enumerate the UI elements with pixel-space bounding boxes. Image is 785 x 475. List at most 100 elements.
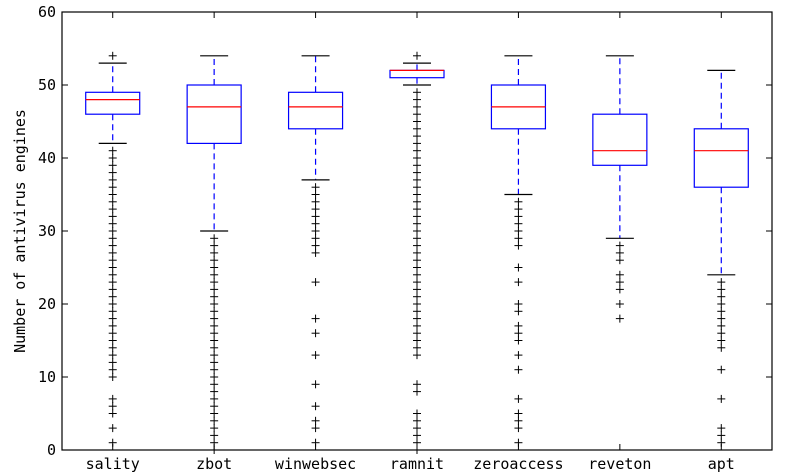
flier-point <box>413 329 421 338</box>
flier-point <box>717 424 726 433</box>
flier-point <box>413 168 421 177</box>
flier-point <box>413 219 421 228</box>
box-group-ramnit <box>389 51 445 454</box>
y-tick-label: 50 <box>38 76 56 94</box>
flier-point <box>210 424 219 433</box>
box-iqr <box>592 113 648 166</box>
flier-point <box>108 351 117 360</box>
x-axis: sality zbot winwebsec ramnit zeroaccess revet… <box>86 12 735 473</box>
flier-point <box>413 110 421 119</box>
flier-point <box>108 329 117 338</box>
flier-point <box>413 278 421 287</box>
flier-point <box>108 270 117 279</box>
flier-point <box>717 307 726 316</box>
flier-point <box>514 394 523 403</box>
flier-point <box>210 248 219 257</box>
box-iqr <box>85 91 141 115</box>
y-tick-label: 10 <box>38 368 56 386</box>
flier-point <box>413 205 421 214</box>
box-iqr <box>287 91 344 130</box>
flier-point <box>413 234 421 243</box>
flier-point <box>210 314 219 323</box>
flier-point <box>413 409 421 418</box>
flier-point <box>413 241 421 250</box>
flier-point <box>311 197 320 206</box>
flier-point <box>210 256 219 265</box>
flier-point <box>108 256 117 265</box>
flier-point <box>413 351 421 360</box>
flier-point <box>413 387 421 396</box>
flier-point <box>311 416 320 425</box>
flier-point <box>108 227 117 235</box>
flier-point <box>108 336 117 345</box>
flier-point <box>413 117 421 126</box>
flier-point <box>514 278 523 287</box>
flier-point <box>311 241 320 250</box>
flier-point <box>108 292 117 301</box>
flier-point <box>413 292 421 301</box>
flier-point <box>210 409 219 418</box>
flier-point <box>717 292 726 301</box>
flier-point <box>108 190 117 199</box>
flier-point <box>108 146 117 155</box>
x-tick-label-ramnit: ramnit <box>390 455 444 473</box>
flier-point <box>615 270 624 279</box>
flier-point <box>108 263 117 272</box>
flier-point <box>514 212 523 221</box>
flier-point <box>210 358 219 367</box>
flier-point <box>615 278 624 287</box>
flier-point <box>717 365 726 374</box>
flier-point <box>413 95 421 104</box>
flier-point <box>413 124 421 133</box>
flier-point <box>108 285 117 294</box>
box-group-zbot <box>186 55 242 454</box>
flier-point <box>514 300 523 308</box>
flier-point <box>210 343 219 352</box>
flier-point <box>514 365 523 374</box>
flier-point <box>413 300 421 308</box>
flier-point <box>311 234 320 243</box>
flier-point <box>311 380 320 389</box>
flier-point <box>108 307 117 316</box>
flier-point <box>413 343 421 352</box>
flier-point <box>413 270 421 279</box>
box-iqr <box>693 128 749 188</box>
flier-point <box>514 241 523 250</box>
flier-point <box>413 285 421 294</box>
flier-point <box>210 431 219 440</box>
box-group-winwebsec <box>287 55 344 447</box>
flier-point <box>514 424 523 433</box>
flier-point <box>108 409 117 418</box>
flier-point <box>108 365 117 374</box>
flier-point <box>717 336 726 345</box>
flier-point <box>615 256 624 265</box>
flier-point <box>413 197 421 206</box>
flier-point <box>413 416 421 425</box>
flier-point <box>210 380 219 389</box>
y-tick-label: 20 <box>38 295 56 313</box>
flier-point <box>210 402 219 411</box>
flier-point <box>717 321 726 330</box>
flier-point <box>413 263 421 272</box>
flier-point <box>413 154 421 162</box>
flier-point <box>210 387 219 396</box>
flier-point <box>413 161 421 170</box>
flier-point <box>514 205 523 214</box>
flier-point <box>210 292 219 301</box>
flier-point <box>108 154 117 162</box>
flier-point <box>514 329 523 338</box>
flier-point <box>514 234 523 243</box>
flier-point <box>717 394 726 403</box>
x-tick-label-sality: sality <box>86 455 140 473</box>
box-iqr <box>389 69 445 79</box>
x-tick-label-reveton: reveton <box>588 455 651 473</box>
flier-point <box>311 205 320 214</box>
flier-point <box>717 329 726 338</box>
flier-point <box>210 285 219 294</box>
flier-point <box>413 88 421 97</box>
flier-point <box>210 329 219 338</box>
x-tick-label-apt: apt <box>708 455 735 473</box>
flier-point <box>311 190 320 199</box>
flier-point <box>210 373 219 381</box>
